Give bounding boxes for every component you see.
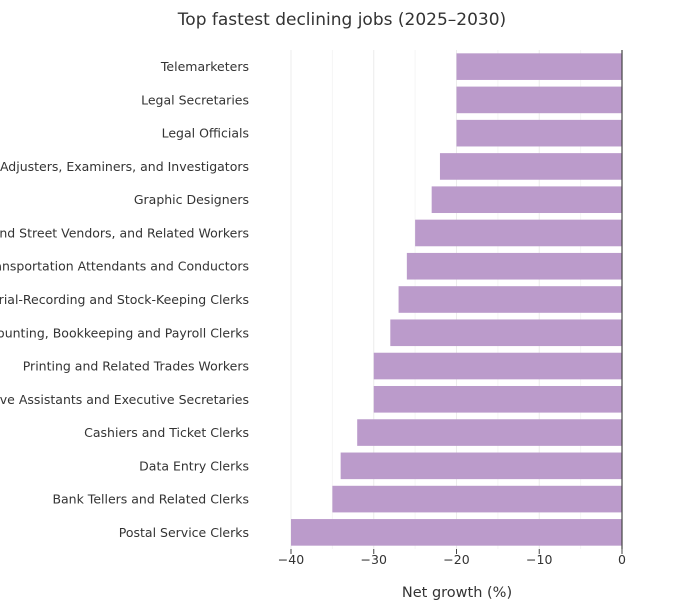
category-label: Transportation Attendants and Conductors [0, 259, 249, 274]
bar-8 [398, 286, 622, 313]
bars [291, 53, 622, 546]
bar-4 [439, 153, 622, 180]
category-label: Bank Tellers and Related Clerks [52, 492, 249, 507]
bar-12 [357, 419, 622, 446]
x-axis-title: Net growth (%) [402, 585, 512, 600]
x-tick-label: −40 [278, 552, 304, 567]
x-tick-label: −20 [443, 552, 469, 567]
bar-1 [456, 53, 622, 80]
bar-10 [373, 352, 622, 380]
category-label: Postal Service Clerks [119, 525, 249, 540]
category-label: Door-To-Door Sales Workers, News and Str… [0, 225, 249, 240]
bar-11 [373, 385, 622, 413]
category-label: Data Entry Clerks [139, 458, 249, 473]
bar-7 [406, 252, 622, 280]
bar-9 [390, 319, 622, 347]
category-label: Claims Adjusters, Examiners, and Investi… [0, 159, 249, 174]
category-label: Graphic Designers [134, 192, 249, 207]
category-label: Accounting, Bookkeeping and Payroll Cler… [0, 325, 249, 340]
category-labels: Telemarketers Legal Secretaries Legal Offi… [0, 59, 249, 540]
chart-title: Top fastest declining jobs (2025–2030) [177, 10, 506, 30]
category-label: Material-Recording and Stock-Keeping Cle… [0, 292, 249, 307]
x-tick-label: −10 [526, 552, 552, 567]
bar-13 [340, 452, 622, 480]
x-tick-label: −30 [361, 552, 387, 567]
category-label: Cashiers and Ticket Clerks [84, 425, 249, 440]
bar-5 [431, 186, 622, 214]
bar-2 [456, 86, 622, 114]
category-label: Legal Officials [162, 126, 249, 141]
bar-6 [415, 219, 622, 247]
bar-15 [291, 519, 622, 546]
bar-3 [456, 119, 622, 147]
category-label: Telemarketers [160, 59, 249, 74]
axes [290, 50, 623, 554]
bar-14 [332, 485, 622, 513]
x-tick-labels: −40 −30 −20 −10 0 [278, 552, 626, 567]
category-label: Administrative Assistants and Executive … [0, 392, 249, 407]
category-label: Legal Secretaries [141, 92, 249, 107]
x-tick-label: 0 [618, 552, 626, 567]
category-label: Printing and Related Trades Workers [23, 359, 249, 374]
